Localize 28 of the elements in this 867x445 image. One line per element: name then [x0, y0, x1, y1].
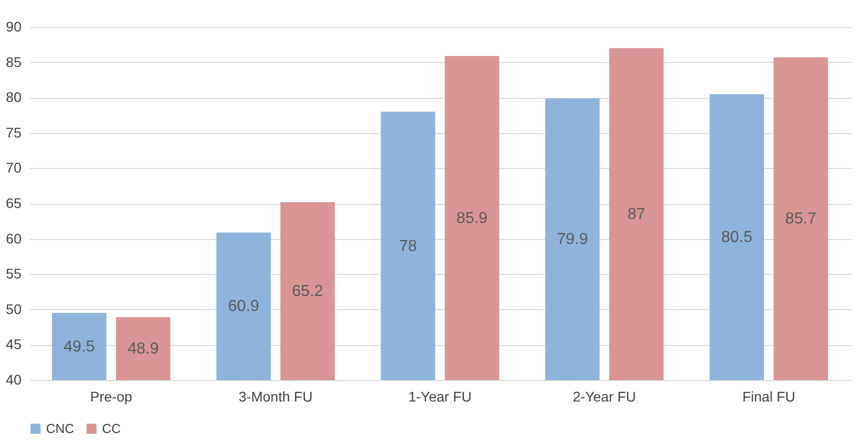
- data-label: 80.5: [721, 229, 752, 246]
- y-tick-label: 40: [6, 372, 22, 388]
- data-label: 79.9: [556, 231, 588, 248]
- x-tick-label: 1-Year FU: [408, 388, 472, 404]
- x-tick-label: 3-Month FU: [238, 388, 313, 404]
- data-label: 65.2: [292, 283, 324, 300]
- data-label: 87: [627, 206, 646, 224]
- y-tick-label: 60: [6, 230, 22, 246]
- y-tick-label: 45: [6, 336, 22, 352]
- data-label: 85.9: [456, 210, 488, 227]
- y-tick-label: 50: [6, 300, 22, 317]
- data-label: 49.5: [64, 338, 95, 356]
- y-tick-label: 55: [6, 266, 22, 282]
- data-label: 78: [399, 238, 418, 255]
- data-label: 60.9: [228, 298, 260, 316]
- x-tick-label: Pre-op: [90, 388, 132, 404]
- x-tick-label: 2-Year FU: [572, 388, 636, 404]
- data-label: 48.9: [128, 340, 159, 358]
- x-tick-label: Final FU: [742, 388, 796, 404]
- y-tick-label: 70: [6, 160, 22, 176]
- y-tick-label: 90: [6, 18, 22, 34]
- y-tick-label: 80: [6, 89, 22, 106]
- y-tick-label: 75: [6, 124, 22, 140]
- y-tick-label: 65: [6, 195, 22, 211]
- legend-label: CC: [102, 420, 121, 436]
- legend-label: CNC: [46, 420, 74, 436]
- data-label: 85.7: [785, 210, 816, 228]
- y-tick-label: 85: [6, 54, 22, 70]
